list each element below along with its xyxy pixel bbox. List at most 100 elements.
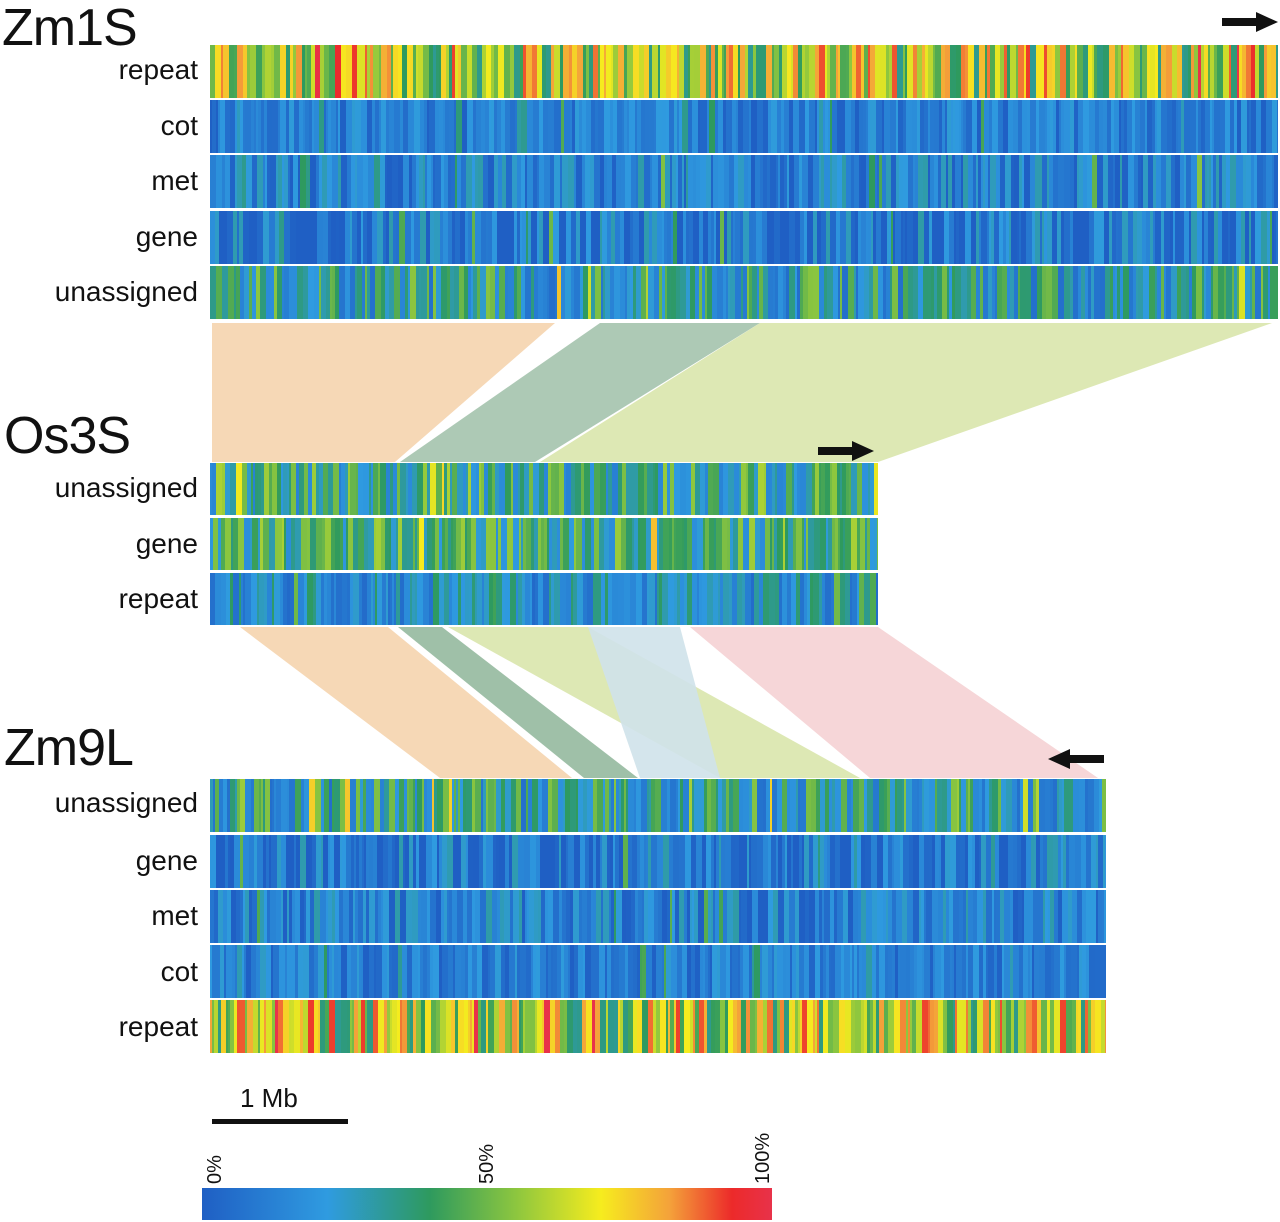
heatmap-bin: [1108, 155, 1113, 208]
heatmap-bin: [655, 573, 657, 625]
heatmap-bin: [787, 779, 790, 832]
heatmap-bin: [410, 45, 413, 98]
heatmap-bin: [230, 573, 233, 625]
heatmap-bin: [1000, 45, 1004, 98]
heatmap-bin: [713, 463, 719, 515]
heatmap-bin: [879, 155, 882, 208]
heatmap-bin: [441, 45, 446, 98]
heatmap-bin: [924, 890, 926, 943]
heatmap-bin: [789, 155, 794, 208]
heatmap-bin: [340, 835, 342, 888]
heatmap-bin: [1036, 100, 1039, 153]
heatmap-bin: [410, 1000, 413, 1053]
heatmap-bin: [1038, 45, 1044, 98]
heatmap-bin: [1078, 100, 1083, 153]
heatmap-bin: [323, 835, 328, 888]
track-label: unassigned: [54, 276, 198, 307]
heatmap-bin: [475, 155, 478, 208]
heatmap-bin: [577, 45, 583, 98]
heatmap-bin: [510, 100, 515, 153]
heatmap-bin: [644, 463, 647, 515]
heatmap-bin: [338, 155, 341, 208]
heatmap-bin: [376, 945, 382, 998]
heatmap-bin: [751, 573, 754, 625]
heatmap-bin: [544, 463, 548, 515]
heatmap-bin: [433, 945, 439, 998]
heatmap-bin: [830, 155, 832, 208]
heatmap-bin: [306, 835, 312, 888]
heatmap-bin: [923, 266, 928, 319]
heatmap-bin: [393, 45, 398, 98]
heatmap-bin: [1113, 266, 1115, 319]
heatmap-bin: [210, 155, 216, 208]
heatmap-bin: [886, 266, 890, 319]
heatmap-bin: [496, 835, 499, 888]
heatmap-bin: [827, 835, 830, 888]
heatmap-bin: [670, 779, 676, 832]
heatmap-bin: [830, 211, 836, 264]
heatmap-bin: [1018, 45, 1024, 98]
heatmap-bin: [649, 779, 651, 832]
heatmap-bin: [425, 155, 427, 208]
heatmap-bin: [427, 890, 430, 943]
heatmap-bin: [427, 266, 429, 319]
heatmap-bin: [875, 45, 880, 98]
heatmap-bin: [345, 266, 350, 319]
heatmap-bin: [496, 518, 498, 570]
heatmap-bin: [541, 518, 544, 570]
heatmap-bin: [236, 890, 240, 943]
heatmap-track-gene: [210, 518, 878, 570]
heatmap-bin: [230, 1000, 234, 1053]
heatmap-bin: [388, 835, 392, 888]
heatmap-bin: [683, 779, 689, 832]
heatmap-bin: [470, 1000, 472, 1053]
heatmap-bin: [392, 945, 398, 998]
heatmap-bin: [274, 45, 280, 98]
heatmap-bin: [1095, 1000, 1101, 1053]
heatmap-bin: [819, 1000, 823, 1053]
heatmap-bin: [533, 100, 539, 153]
heatmap-bin: [691, 463, 695, 515]
heatmap-bin: [387, 945, 389, 998]
heatmap-bin: [718, 45, 722, 98]
heatmap-bin: [488, 155, 494, 208]
track-label: gene: [135, 221, 198, 252]
heatmap-bin: [987, 45, 990, 98]
heatmap-bin: [777, 779, 782, 832]
heatmap-bin: [1066, 835, 1069, 888]
heatmap-bin: [218, 890, 223, 943]
heatmap-bin: [990, 45, 995, 98]
heatmap-bin: [723, 266, 726, 319]
heatmap-bin: [658, 155, 661, 208]
heatmap-bin: [625, 945, 628, 998]
heatmap-bin: [1032, 1000, 1037, 1053]
heatmap-bin: [577, 1000, 582, 1053]
heatmap-bin: [715, 1000, 720, 1053]
heatmap-bin: [620, 211, 624, 264]
heatmap-bin: [930, 155, 934, 208]
heatmap-bin: [759, 266, 763, 319]
heatmap-bin: [857, 463, 862, 515]
heatmap-bin: [617, 100, 622, 153]
heatmap-bin: [228, 266, 234, 319]
heatmap-bin: [767, 1000, 773, 1053]
heatmap-bin: [491, 100, 494, 153]
heatmap-bin: [385, 518, 389, 570]
heatmap-bin: [644, 155, 650, 208]
heatmap-bin: [377, 211, 383, 264]
heatmap-bin: [291, 1000, 294, 1053]
heatmap-bin: [646, 266, 648, 319]
heatmap-bin: [536, 945, 540, 998]
heatmap-bin: [228, 835, 230, 888]
heatmap-bin: [603, 890, 609, 943]
heatmap-bin: [747, 835, 749, 888]
heatmap-bin: [841, 779, 847, 832]
heatmap-bin: [505, 463, 511, 515]
heatmap-bin: [302, 211, 307, 264]
heatmap-bin: [690, 45, 694, 98]
heatmap-bin: [601, 573, 605, 625]
heatmap-bin: [363, 779, 366, 832]
heatmap-bin: [726, 779, 729, 832]
heatmap-bin: [1268, 266, 1270, 319]
heatmap-bin: [727, 890, 733, 943]
